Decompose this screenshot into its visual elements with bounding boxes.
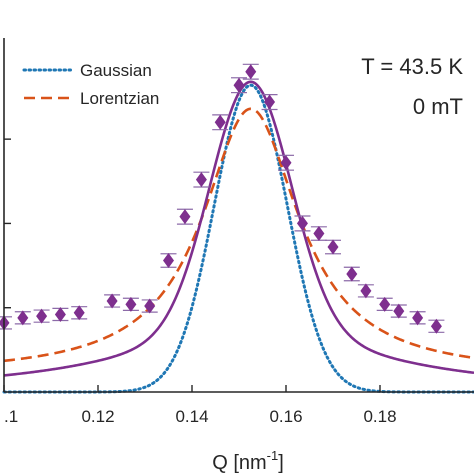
- data-point: [376, 296, 393, 312]
- data-point: [310, 226, 327, 242]
- x-tick-label: 0.14: [175, 407, 208, 426]
- data-point: [231, 77, 247, 94]
- data-marker: [214, 114, 226, 130]
- data-point: [409, 310, 426, 326]
- data-marker: [379, 296, 391, 312]
- x-axis-label-main: Q [nm: [212, 452, 266, 474]
- data-point: [357, 283, 374, 299]
- data-marker: [106, 293, 118, 309]
- legend: Gaussian Lorentzian: [22, 61, 159, 108]
- data-marker: [264, 94, 276, 110]
- data-point: [242, 63, 259, 80]
- data-point: [122, 296, 139, 312]
- data-marker: [233, 77, 245, 93]
- data-marker: [296, 215, 308, 231]
- data-point: [278, 154, 294, 171]
- data-point: [390, 303, 407, 319]
- x-axis-label-close: ]: [278, 452, 284, 474]
- data-marker: [17, 310, 29, 326]
- data-point: [261, 94, 278, 111]
- data-point: [343, 266, 360, 282]
- data-marker: [179, 209, 191, 225]
- x-axis-label-sup: -1: [267, 448, 279, 463]
- data-point: [52, 306, 69, 322]
- legend-label-gaussian: Gaussian: [80, 61, 152, 80]
- data-marker: [36, 308, 48, 324]
- data-point: [14, 310, 31, 326]
- x-tick-label: .1: [4, 407, 18, 426]
- data-marker: [393, 303, 405, 319]
- data-point: [71, 305, 88, 321]
- data-point: [33, 308, 50, 324]
- data-marker: [346, 266, 358, 282]
- plot-background: [4, 38, 474, 392]
- data-point: [193, 171, 210, 188]
- data-marker: [54, 306, 66, 322]
- data-marker: [245, 64, 257, 80]
- field-annotation: 0 mT: [413, 94, 463, 119]
- data-marker: [360, 283, 372, 299]
- lorentzian-curve: [3, 107, 474, 363]
- data-marker: [73, 305, 85, 321]
- data-point: [325, 239, 341, 255]
- axes: .1 0.12 0.14 0.16 0.18: [3, 38, 474, 426]
- data-marker: [430, 318, 442, 334]
- plot-area: [4, 38, 474, 392]
- x-tick-label: 0.18: [363, 407, 396, 426]
- data-marker: [280, 155, 292, 171]
- data-marker: [125, 296, 137, 312]
- data-point: [160, 253, 177, 269]
- data-point: [104, 293, 121, 309]
- data-point: [212, 114, 229, 131]
- x-axis-label: Q [nm-1]: [212, 448, 284, 474]
- data-point: [428, 318, 445, 334]
- temperature-annotation: T = 43.5 K: [361, 54, 463, 79]
- legend-label-lorentzian: Lorentzian: [80, 89, 159, 108]
- data-marker: [144, 298, 156, 314]
- data-marker: [163, 253, 174, 269]
- data-marker: [327, 239, 339, 255]
- data-point: [141, 298, 158, 314]
- x-tick-label: 0.12: [81, 407, 114, 426]
- data-point: [176, 208, 193, 225]
- data-marker: [313, 226, 325, 242]
- x-tick-label: 0.16: [269, 407, 302, 426]
- data-points: [0, 63, 445, 334]
- data-marker: [412, 310, 424, 326]
- data-marker: [195, 172, 207, 188]
- data-point: [294, 215, 311, 232]
